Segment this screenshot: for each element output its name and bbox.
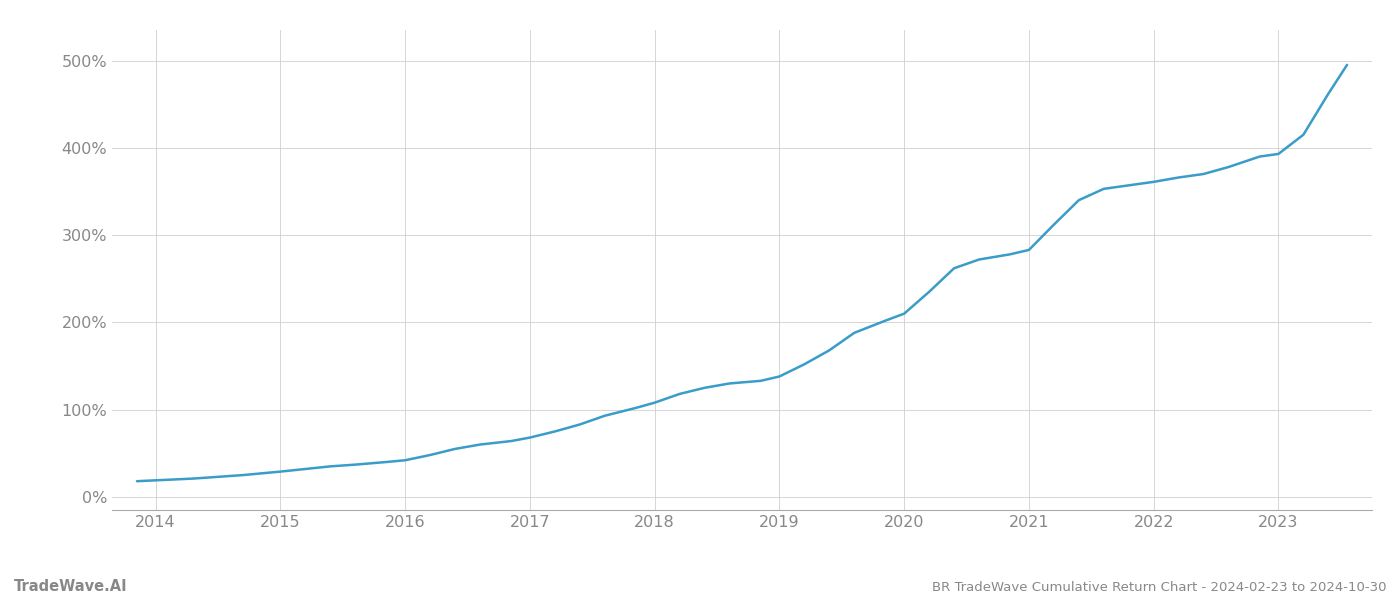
Text: TradeWave.AI: TradeWave.AI (14, 579, 127, 594)
Text: BR TradeWave Cumulative Return Chart - 2024-02-23 to 2024-10-30: BR TradeWave Cumulative Return Chart - 2… (931, 581, 1386, 594)
